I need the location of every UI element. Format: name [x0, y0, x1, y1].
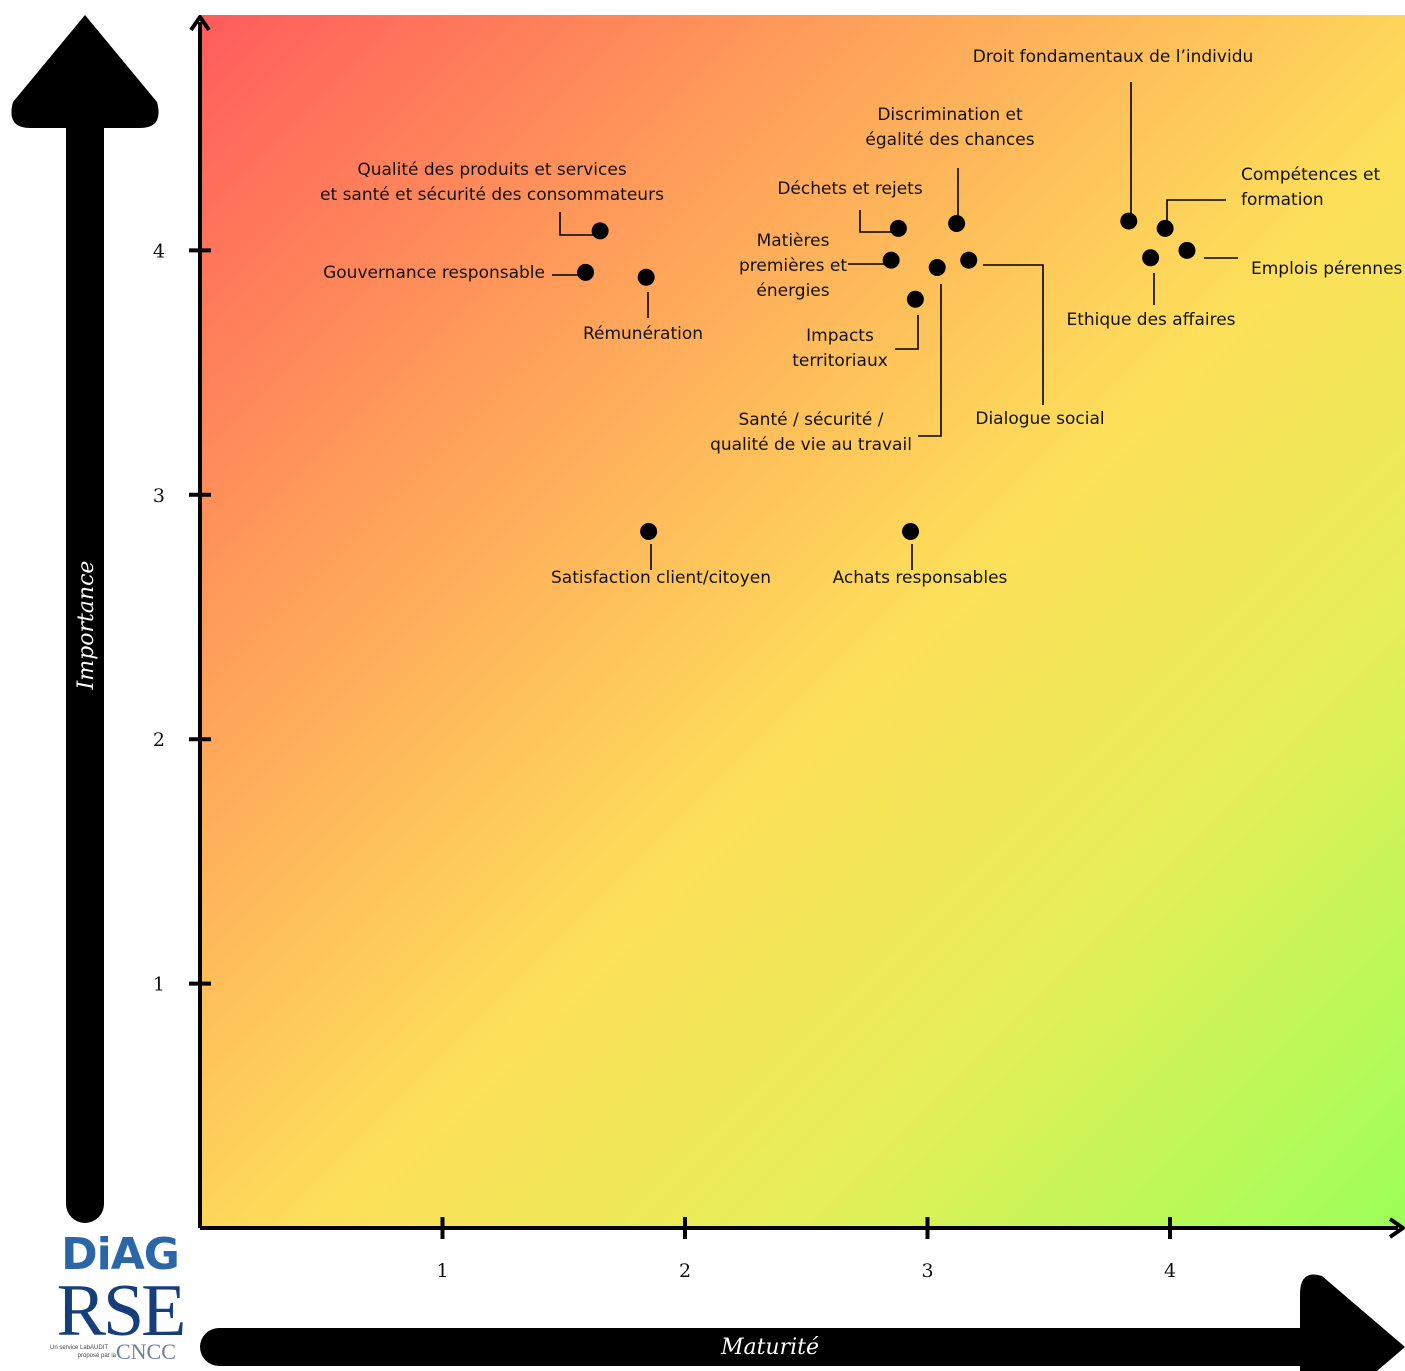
point-label: Ethique des affaires	[1066, 310, 1235, 330]
leader-line	[859, 210, 893, 233]
data-point	[1178, 241, 1196, 259]
point-label: Compétences et	[1241, 165, 1381, 185]
y-tick-label: 2	[153, 729, 165, 751]
y-axis-title: Importance	[74, 561, 99, 691]
point-label: formation	[1241, 190, 1324, 210]
data-point	[906, 290, 924, 308]
data-point	[882, 251, 900, 269]
data-point	[577, 263, 595, 281]
data-point	[1120, 212, 1138, 230]
plot-gradient-background	[200, 15, 1405, 1228]
data-point	[640, 522, 658, 540]
point-label: Gouvernance responsable	[323, 263, 545, 283]
importance-arrow	[11, 15, 159, 1223]
y-tick-label: 4	[153, 240, 165, 262]
logo-partner: CNCC	[116, 1339, 176, 1364]
diag-rse-logo: DiAG RSE Un service LabAUDIT proposé par…	[50, 1232, 190, 1370]
x-tick-label: 2	[679, 1260, 691, 1282]
point-label: Achats responsables	[833, 568, 1008, 588]
y-tick-label: 3	[153, 485, 165, 507]
point-label: Satisfaction client/citoyen	[551, 568, 771, 588]
point-label: Qualité des produits et services	[357, 160, 627, 180]
x-tick-label: 4	[1164, 1260, 1176, 1282]
data-point	[1156, 219, 1174, 237]
point-label: Impacts	[806, 326, 874, 346]
point-label: Matières	[757, 231, 830, 251]
leader-line	[559, 212, 593, 236]
point-label: premières et	[739, 256, 847, 276]
point-label: Emplois pérennes	[1251, 259, 1403, 279]
point-label: Déchets et rejets	[777, 179, 923, 199]
data-point	[889, 219, 907, 237]
maturite-arrow	[200, 1274, 1405, 1371]
leader-line	[895, 315, 919, 350]
logo-line1: DiAG	[61, 1229, 180, 1280]
point-label: et santé et sécurité des consommateurs	[320, 185, 664, 205]
logo-line2: RSE	[56, 1270, 187, 1352]
plot-axes	[189, 15, 1405, 1239]
data-point	[948, 215, 966, 233]
leader-line	[1166, 199, 1226, 222]
x-axis-title: Maturité	[720, 1335, 819, 1360]
y-tick-label: 1	[153, 974, 165, 996]
data-point	[591, 222, 609, 240]
point-label: qualité de vie au travail	[710, 435, 912, 455]
x-tick-label: 1	[436, 1260, 448, 1282]
data-point	[928, 259, 946, 277]
data-point	[902, 522, 920, 540]
point-label: Discrimination et	[877, 105, 1023, 125]
point-label: territoriaux	[792, 351, 888, 371]
leader-line	[918, 284, 942, 437]
data-point	[637, 268, 655, 286]
leader-line	[983, 264, 1044, 405]
point-label: Rémunération	[583, 324, 703, 344]
x-tick-label: 3	[921, 1260, 933, 1282]
data-point	[960, 251, 978, 269]
point-label: énergies	[756, 281, 829, 301]
logo-tagline: Un service LabAUDIT proposé par la	[50, 1345, 116, 1359]
point-label: Santé / sécurité /	[738, 410, 883, 430]
point-label: Droit fondamentaux de l’individu	[973, 47, 1254, 67]
point-label: égalité des chances	[865, 130, 1034, 150]
point-label: Dialogue social	[975, 409, 1104, 429]
data-point	[1142, 249, 1160, 267]
